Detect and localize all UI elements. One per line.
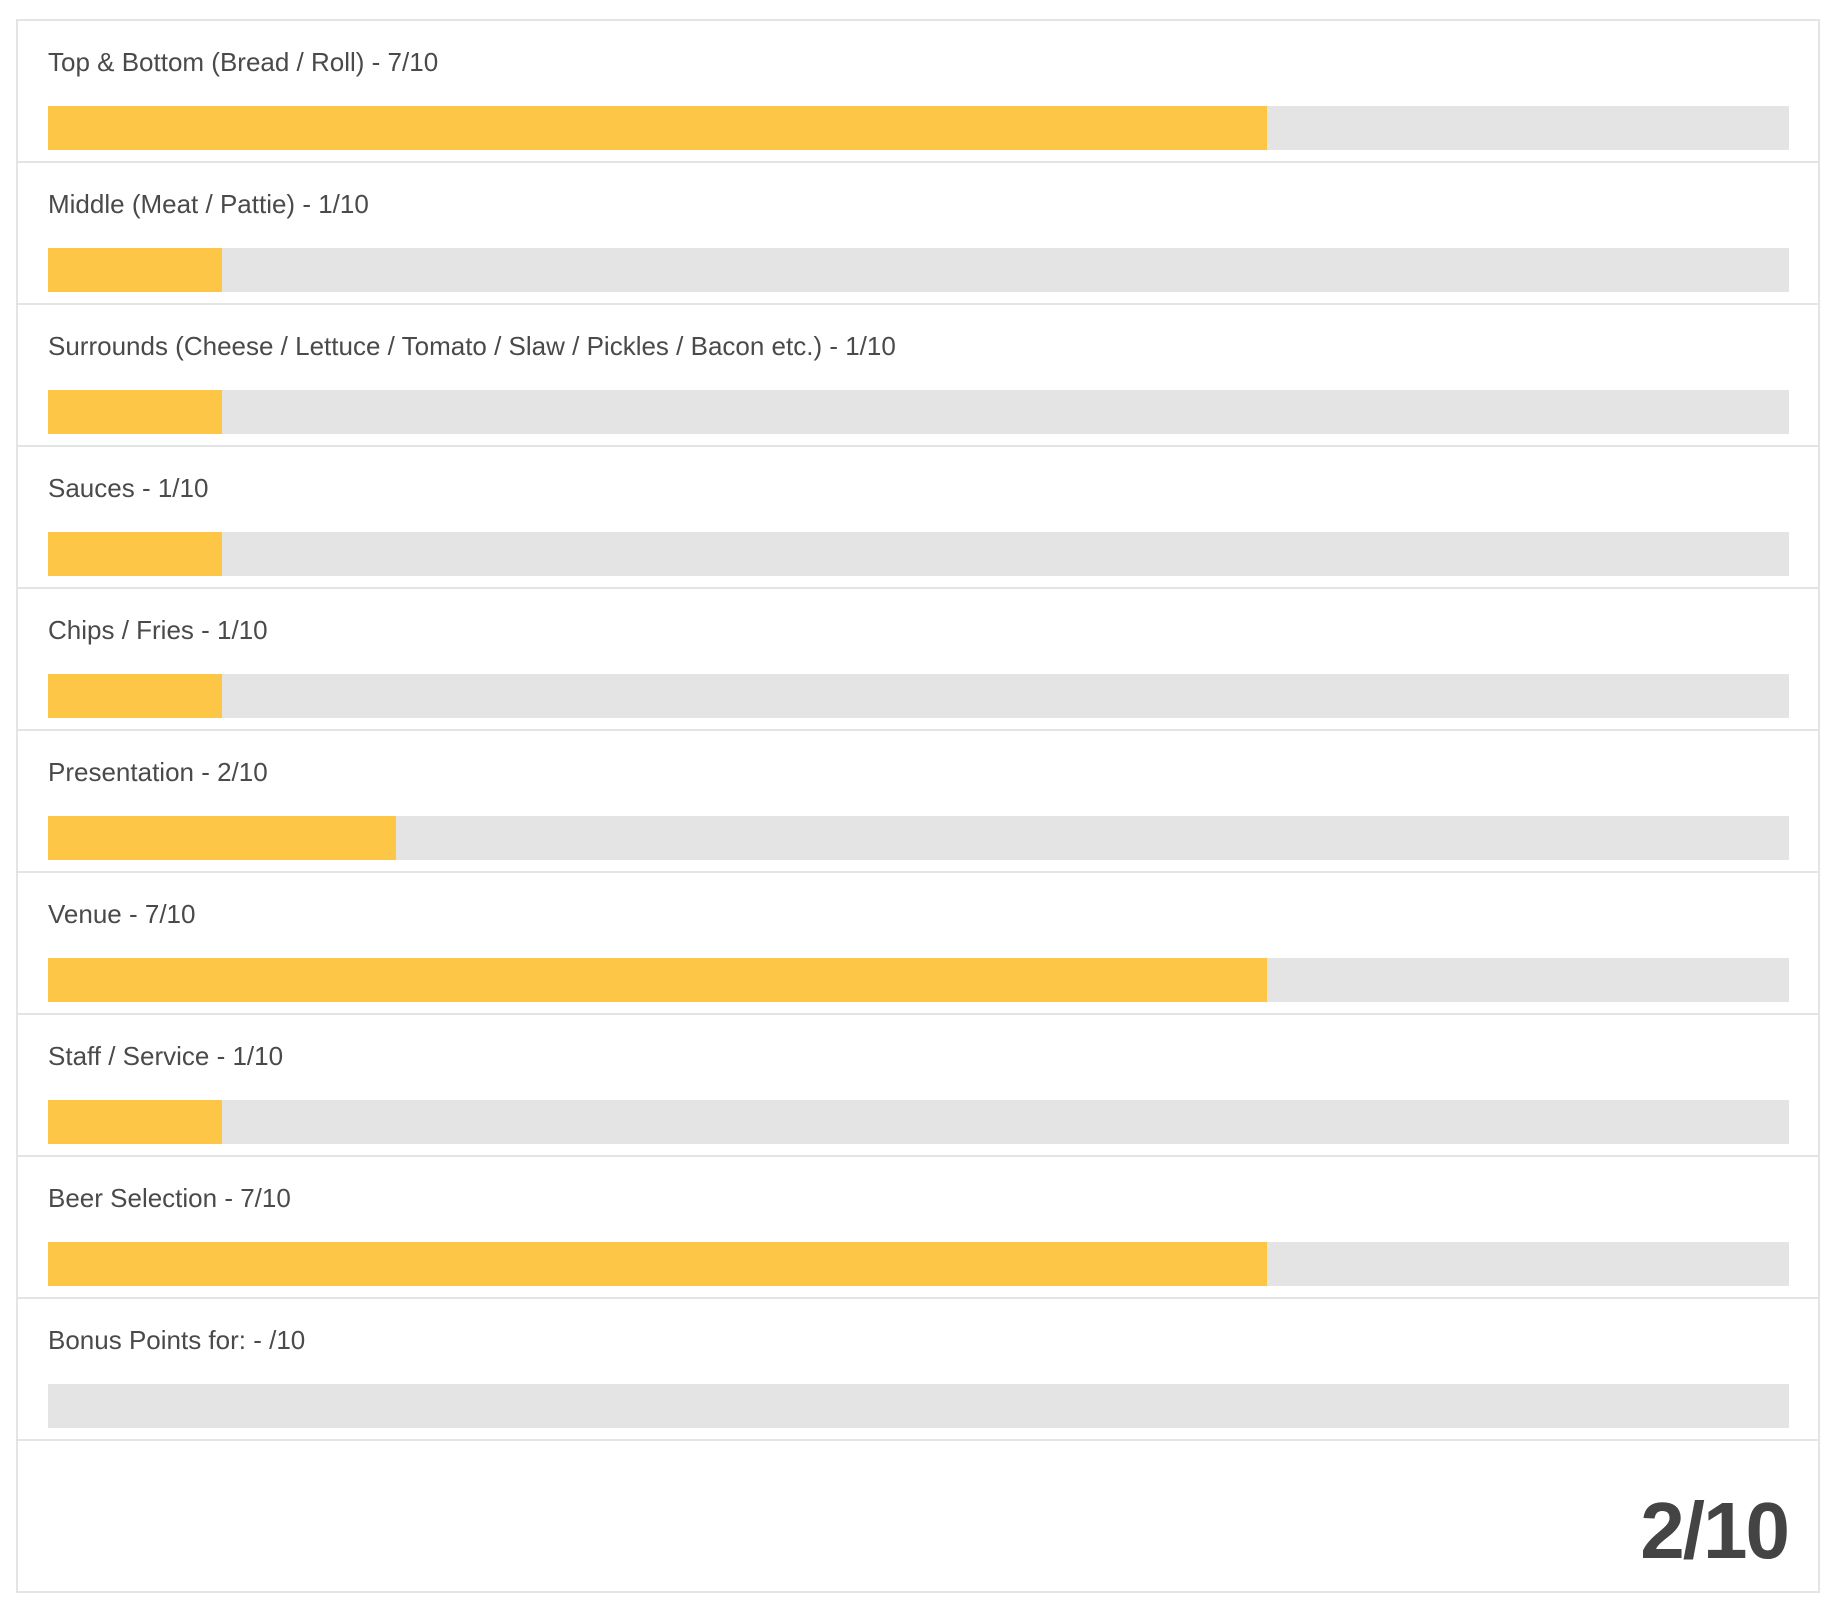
rating-label: Chips / Fries - 1/10 xyxy=(48,615,268,645)
rating-bar-track xyxy=(48,816,1789,860)
rating-row-bonus: Bonus Points for: - /10 xyxy=(18,1299,1818,1441)
rating-bar-track xyxy=(48,532,1789,576)
rating-bar-track xyxy=(48,1242,1789,1286)
rating-bar-fill xyxy=(48,816,397,860)
rating-bar-fill xyxy=(48,390,223,434)
rating-row-meat: Middle (Meat / Pattie) - 1/10 xyxy=(18,163,1818,305)
rating-bar-track xyxy=(48,674,1789,718)
total-score: 2/10 xyxy=(1640,1486,1790,1575)
rating-bar-fill xyxy=(48,532,223,576)
rating-row-bread: Top & Bottom (Bread / Roll) - 7/10 xyxy=(18,21,1818,163)
rating-row-beer: Beer Selection - 7/10 xyxy=(18,1157,1818,1299)
rating-bar-fill xyxy=(48,1242,1267,1286)
rating-label: Middle (Meat / Pattie) - 1/10 xyxy=(48,189,369,219)
rating-bar-fill xyxy=(48,1100,223,1144)
rating-card: Top & Bottom (Bread / Roll) - 7/10 Middl… xyxy=(16,19,1820,1593)
rating-bar-fill xyxy=(48,106,1267,150)
rating-label: Presentation - 2/10 xyxy=(48,757,268,787)
rating-label: Beer Selection - 7/10 xyxy=(48,1183,291,1213)
rating-bar-fill xyxy=(48,674,223,718)
rating-bar-track xyxy=(48,1100,1789,1144)
rating-row-chips: Chips / Fries - 1/10 xyxy=(18,589,1818,731)
rating-bar-fill xyxy=(48,958,1267,1002)
rating-row-presentation: Presentation - 2/10 xyxy=(18,731,1818,873)
rating-row-sauces: Sauces - 1/10 xyxy=(18,447,1818,589)
rating-bar-track xyxy=(48,1384,1789,1428)
rating-label: Top & Bottom (Bread / Roll) - 7/10 xyxy=(48,47,439,77)
rating-row-staff: Staff / Service - 1/10 xyxy=(18,1015,1818,1157)
total-score-area: 2/10 xyxy=(18,1441,1818,1589)
rating-bar-track xyxy=(48,248,1789,292)
rating-bar-track xyxy=(48,390,1789,434)
rating-label: Bonus Points for: - /10 xyxy=(48,1325,306,1355)
rating-row-surrounds: Surrounds (Cheese / Lettuce / Tomato / S… xyxy=(18,305,1818,447)
rating-label: Staff / Service - 1/10 xyxy=(48,1041,284,1071)
rating-bar-track xyxy=(48,958,1789,1002)
rating-label: Venue - 7/10 xyxy=(48,899,196,929)
rating-label: Surrounds (Cheese / Lettuce / Tomato / S… xyxy=(48,331,896,361)
rating-bar-track xyxy=(48,106,1789,150)
rating-label: Sauces - 1/10 xyxy=(48,473,209,503)
rating-row-venue: Venue - 7/10 xyxy=(18,873,1818,1015)
rating-bar-fill xyxy=(48,248,223,292)
